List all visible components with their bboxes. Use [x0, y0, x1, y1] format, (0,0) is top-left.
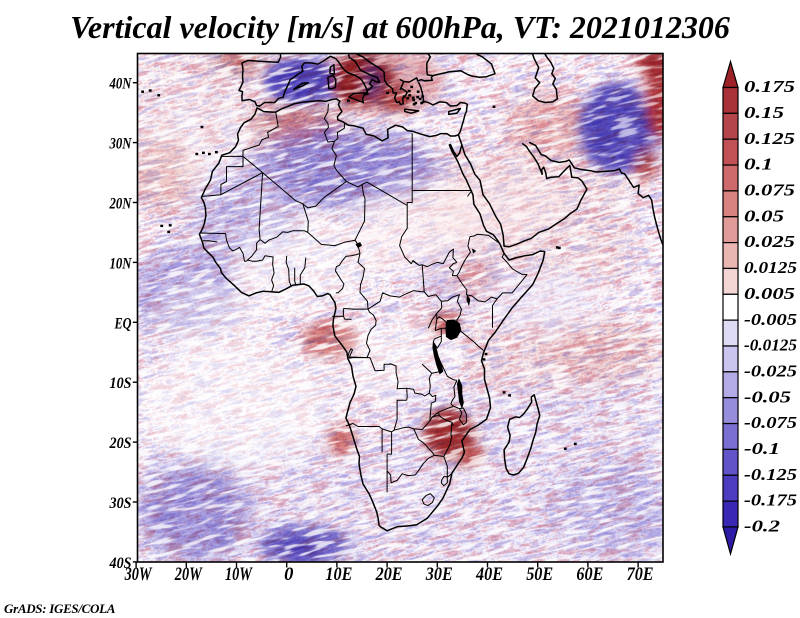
svg-text:30S: 30S — [109, 495, 132, 512]
svg-text:-0.175: -0.175 — [744, 491, 798, 510]
svg-text:0.0125: 0.0125 — [744, 258, 798, 277]
svg-text:30N: 30N — [109, 136, 133, 153]
svg-text:10N: 10N — [110, 255, 133, 272]
svg-text:0.005: 0.005 — [744, 284, 796, 303]
svg-text:40S: 40S — [109, 555, 132, 572]
svg-text:0.175: 0.175 — [744, 77, 796, 96]
svg-text:20W: 20W — [174, 565, 203, 585]
svg-text:EQ: EQ — [114, 315, 132, 332]
svg-text:-0.025: -0.025 — [744, 361, 798, 380]
svg-text:30W: 30W — [124, 565, 153, 585]
svg-text:-0.075: -0.075 — [744, 413, 798, 432]
svg-text:-0.2: -0.2 — [744, 517, 781, 536]
svg-text:10W: 10W — [225, 565, 253, 585]
svg-text:-0.125: -0.125 — [744, 465, 798, 484]
svg-text:-0.0125: -0.0125 — [744, 336, 797, 355]
svg-text:0.125: 0.125 — [744, 129, 796, 148]
svg-text:50E: 50E — [526, 565, 553, 585]
svg-text:70E: 70E — [627, 565, 654, 585]
svg-text:20S: 20S — [109, 435, 132, 452]
svg-text:10S: 10S — [110, 375, 132, 392]
svg-text:20E: 20E — [375, 565, 403, 585]
svg-text:40E: 40E — [475, 565, 503, 585]
svg-text:0.15: 0.15 — [744, 103, 785, 122]
svg-text:0.05: 0.05 — [744, 206, 785, 225]
svg-text:20N: 20N — [109, 196, 133, 213]
svg-text:0.075: 0.075 — [744, 181, 796, 200]
svg-text:0.025: 0.025 — [744, 232, 796, 251]
svg-text:-0.005: -0.005 — [744, 310, 798, 329]
svg-text:40N: 40N — [109, 76, 133, 93]
svg-text:10E: 10E — [325, 565, 352, 585]
svg-text:0: 0 — [284, 565, 293, 585]
svg-text:-0.05: -0.05 — [744, 387, 792, 406]
svg-text:30E: 30E — [425, 565, 453, 585]
svg-text:60E: 60E — [576, 565, 603, 585]
svg-text:-0.1: -0.1 — [744, 439, 780, 458]
svg-text:0.1: 0.1 — [744, 155, 773, 174]
